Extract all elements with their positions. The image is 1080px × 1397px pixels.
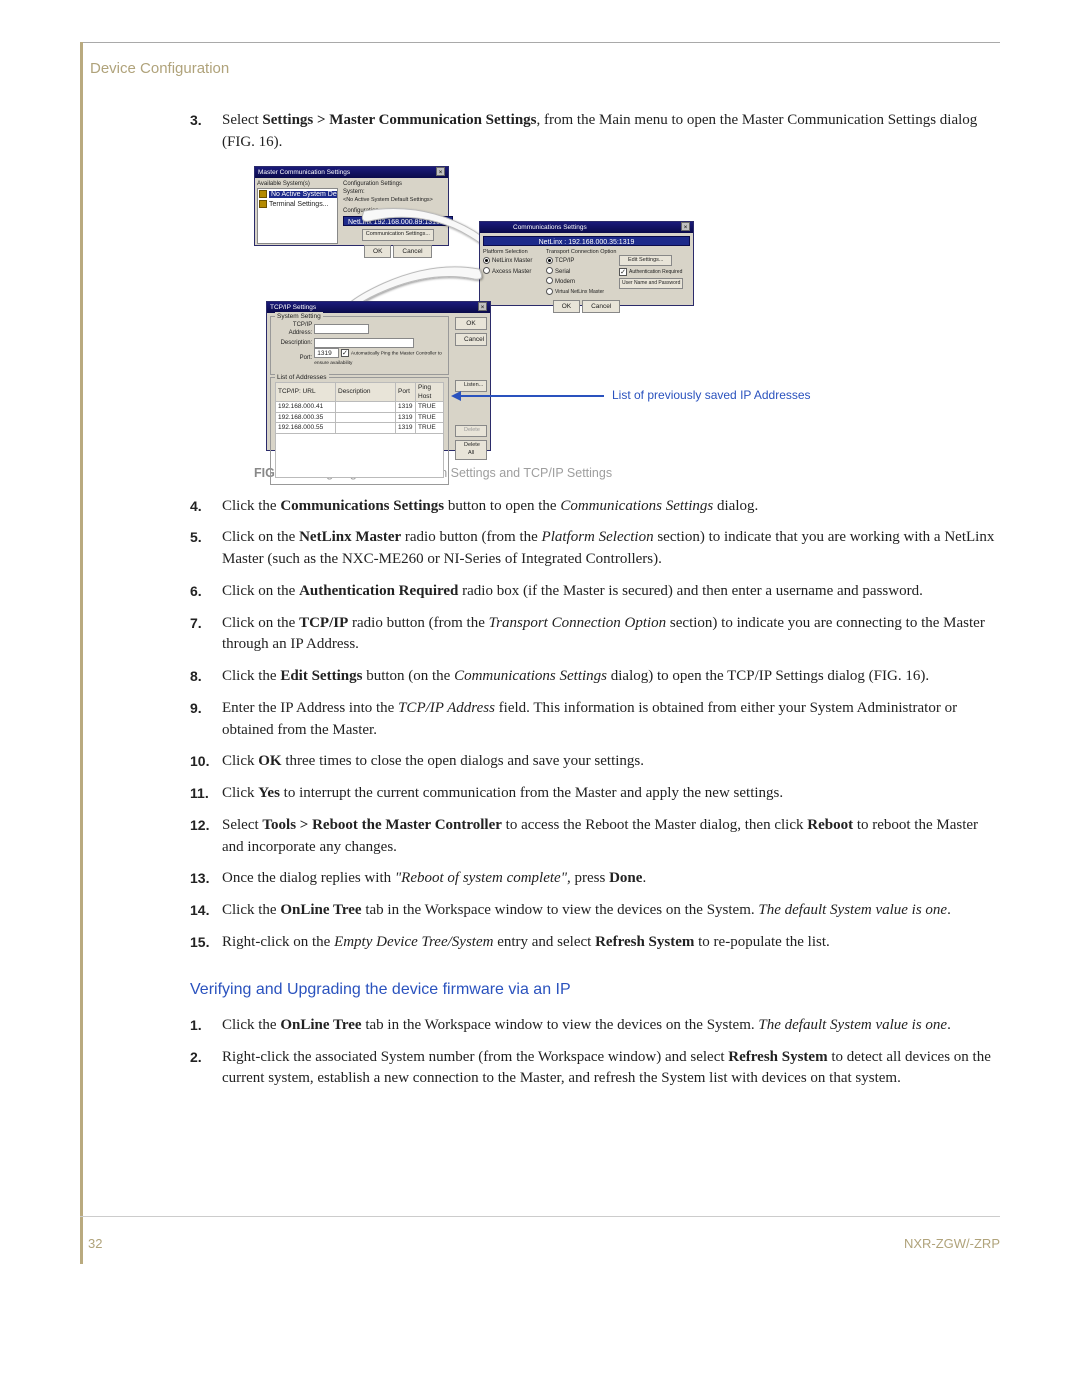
close-icon[interactable]: × — [436, 167, 445, 176]
steps-list-a: Select Settings > Master Communication S… — [190, 110, 1000, 954]
doc-id: NXR-ZGW/-ZRP — [904, 1236, 1000, 1251]
address-table: TCP/IP: URL Description Port Ping Host 1… — [275, 382, 444, 478]
left-rule — [80, 42, 83, 1264]
table-row[interactable]: 192.168.000.411319TRUE — [276, 402, 444, 412]
step-15: Right-click on the Empty Device Tree/Sys… — [190, 932, 1000, 954]
serial-radio[interactable] — [546, 267, 553, 274]
ok-button[interactable]: OK — [553, 300, 580, 313]
step-9: Enter the IP Address into the TCP/IP Add… — [190, 698, 1000, 742]
axcess-radio[interactable] — [483, 267, 490, 274]
step-3: Select Settings > Master Communication S… — [190, 110, 1000, 482]
cancel-button[interactable]: Cancel — [393, 245, 431, 258]
close-icon[interactable]: × — [681, 222, 690, 231]
step-14: Click the OnLine Tree tab in the Workspa… — [190, 900, 1000, 922]
step-b2: Right-click the associated System number… — [190, 1047, 1000, 1091]
userpw-button[interactable]: User Name and Password — [619, 278, 683, 289]
table-row[interactable]: 192.168.000.351319TRUE — [276, 412, 444, 422]
description-input[interactable] — [314, 338, 414, 348]
page-number: 32 — [88, 1236, 102, 1251]
tcpip-address-input[interactable]: 192.168.000.35 — [314, 324, 369, 334]
step-10: Click OK three times to close the open d… — [190, 751, 1000, 773]
win-tcpip-settings: TCP/IP Settings× System Setting TCP/IP A… — [266, 301, 491, 451]
delete-button[interactable]: Delete — [455, 425, 487, 437]
bottom-rule — [80, 1216, 1000, 1217]
step-5: Click on the NetLinx Master radio button… — [190, 527, 1000, 571]
autoping-checkbox[interactable]: ✓ — [341, 349, 349, 357]
step-8: Click the Edit Settings button (on the C… — [190, 666, 1000, 688]
virtual-radio[interactable] — [546, 288, 553, 295]
folder-icon — [259, 190, 267, 198]
win-master-comm: Master Communication Settings× Available… — [254, 166, 449, 246]
figure-16: Master Communication Settings× Available… — [254, 166, 884, 482]
table-row[interactable]: 192.168.000.551319TRUE — [276, 423, 444, 433]
steps-list-b: Click the OnLine Tree tab in the Workspa… — [190, 1015, 1000, 1090]
netlinx-address-bar: NetLinx 192.168.000.89:1319:8. — [343, 216, 453, 226]
comm-settings-button[interactable]: Communication Settings... — [362, 229, 434, 241]
netlinx-radio[interactable] — [483, 257, 490, 264]
edit-settings-button[interactable]: Edit Settings... — [619, 255, 672, 267]
top-rule — [80, 42, 1000, 43]
figure-annotation: List of previously saved IP Addresses — [612, 387, 811, 404]
port-input[interactable]: 1319 — [314, 348, 339, 358]
step-12: Select Tools > Reboot the Master Control… — [190, 815, 1000, 859]
ok-button[interactable]: OK — [364, 245, 391, 258]
section-header: Device Configuration — [90, 60, 229, 77]
step-6: Click on the Authentication Required rad… — [190, 581, 1000, 603]
cancel-button[interactable]: Cancel — [582, 300, 620, 313]
win2-titlebar: Communications Settings× — [480, 222, 693, 233]
ok-button[interactable]: OK — [455, 317, 487, 330]
auth-checkbox[interactable]: ✓ — [619, 268, 627, 276]
step-7: Click on the TCP/IP radio button (from t… — [190, 613, 1000, 657]
tcpip-radio[interactable] — [546, 257, 553, 264]
modem-radio[interactable] — [546, 277, 553, 284]
delete-all-button[interactable]: Delete All — [455, 440, 487, 460]
netlinx-address-bar: NetLinx : 192.168.000.35:1319 — [483, 236, 690, 246]
close-icon[interactable]: × — [478, 302, 487, 311]
cancel-button[interactable]: Cancel — [455, 333, 487, 346]
folder-icon — [259, 200, 267, 208]
win-comm-settings: Communications Settings× NetLinx : 192.1… — [479, 221, 694, 306]
main-content: Select Settings > Master Communication S… — [190, 110, 1000, 1100]
section-heading: Verifying and Upgrading the device firmw… — [190, 978, 1000, 1001]
listen-button[interactable]: Listen... — [455, 380, 487, 392]
step-4: Click the Communications Settings button… — [190, 496, 1000, 518]
win1-titlebar: Master Communication Settings× — [255, 167, 448, 178]
step-13: Once the dialog replies with "Reboot of … — [190, 868, 1000, 890]
step-b1: Click the OnLine Tree tab in the Workspa… — [190, 1015, 1000, 1037]
step-11: Click Yes to interrupt the current commu… — [190, 783, 1000, 805]
